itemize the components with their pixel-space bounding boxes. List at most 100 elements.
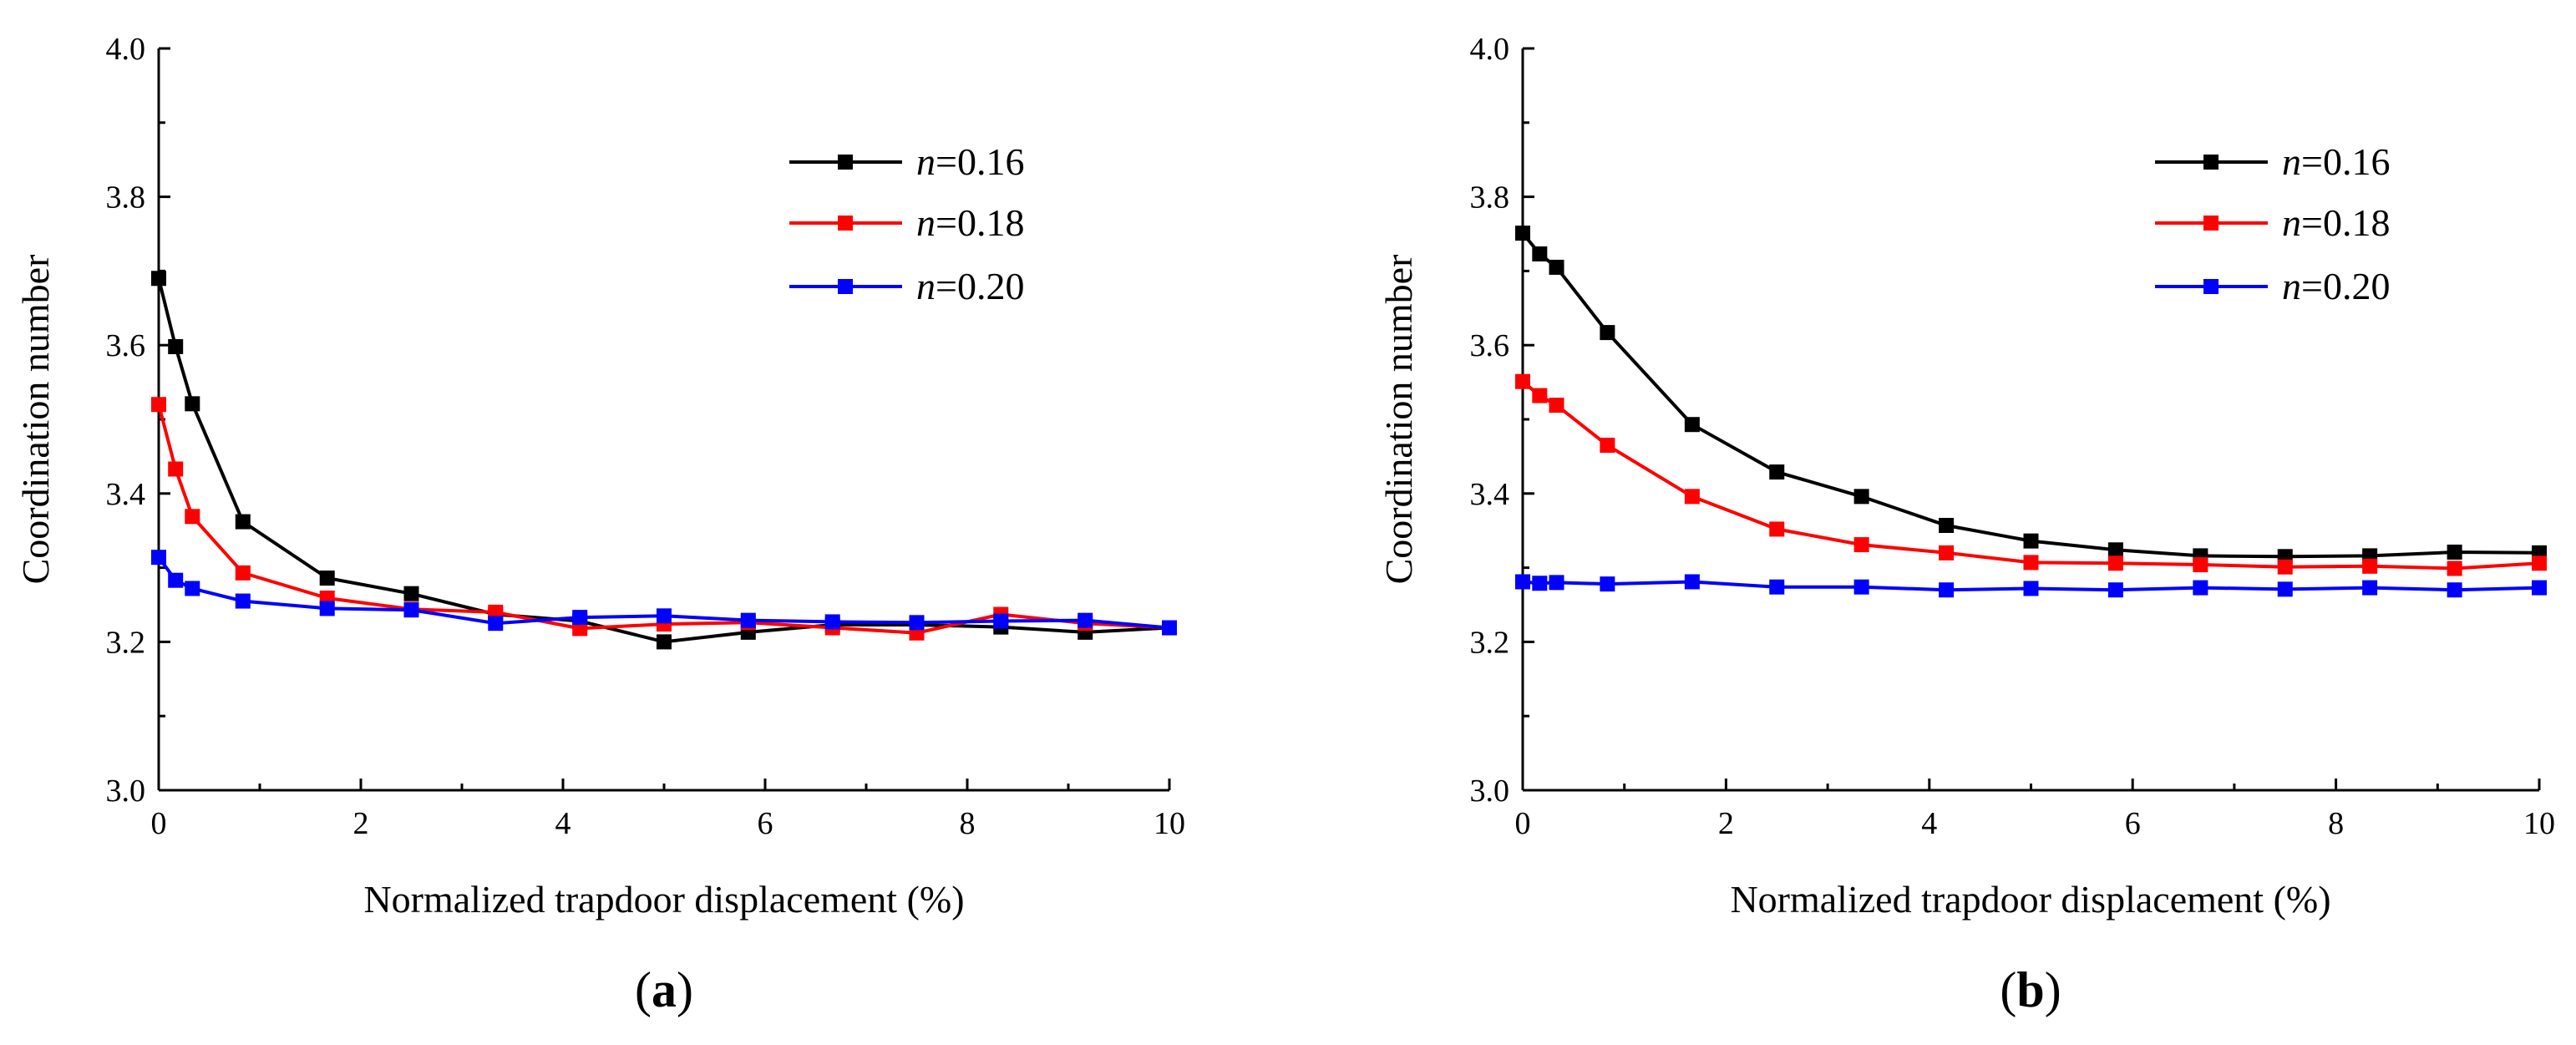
data-point xyxy=(1515,373,1530,389)
y-tick-label: 3.4 xyxy=(1470,477,1510,512)
data-point xyxy=(2277,581,2293,597)
legend-marker xyxy=(838,279,853,294)
legend-label-value: =0.16 xyxy=(936,140,1024,183)
series-0.20 xyxy=(151,550,1177,636)
panel-label: (a) xyxy=(635,962,693,1017)
data-point xyxy=(2447,561,2462,576)
legend-label: n=0.18 xyxy=(2282,201,2390,244)
data-point xyxy=(1853,489,1869,505)
legend-label-value: =0.18 xyxy=(936,201,1024,244)
data-point xyxy=(1515,226,1530,241)
legend-label-variable: n xyxy=(2282,140,2301,183)
legend-label: n=0.16 xyxy=(2282,140,2390,183)
legend-marker xyxy=(2203,216,2219,231)
panel-label-letter: b xyxy=(2016,962,2044,1017)
legend-marker xyxy=(2203,155,2219,170)
data-point xyxy=(1684,574,1700,590)
data-point xyxy=(2447,582,2462,598)
data-point xyxy=(168,572,184,588)
legend-label-value: =0.16 xyxy=(2301,140,2390,183)
data-point xyxy=(1600,438,1615,454)
data-point xyxy=(168,338,184,354)
data-point xyxy=(1853,579,1869,595)
y-tick-label: 3.0 xyxy=(106,774,146,809)
legend-entry: n=0.16 xyxy=(2155,140,2390,183)
data-point xyxy=(403,586,419,601)
panel-label-close: ) xyxy=(2045,962,2061,1017)
data-point xyxy=(657,634,672,650)
x-tick-label: 8 xyxy=(2328,806,2344,841)
y-tick-label: 3.6 xyxy=(106,328,146,363)
legend-entry: n=0.18 xyxy=(789,201,1024,244)
data-point xyxy=(1549,398,1564,413)
data-point xyxy=(168,461,184,477)
x-tick-label: 4 xyxy=(555,806,571,841)
legend-entry: n=0.20 xyxy=(789,265,1024,307)
legend-label-variable: n xyxy=(916,265,936,307)
data-point xyxy=(1769,521,1785,537)
x-tick-label: 2 xyxy=(1718,806,1734,841)
panel-label-open: ( xyxy=(2000,962,2016,1017)
data-point xyxy=(657,608,672,624)
data-point xyxy=(572,610,588,626)
legend-label: n=0.20 xyxy=(916,265,1024,307)
data-point xyxy=(2023,533,2039,549)
series-0.16 xyxy=(1515,226,2547,565)
legend-label-variable: n xyxy=(2282,201,2301,244)
x-axis-title: Normalized trapdoor displacement (%) xyxy=(1730,878,2330,921)
data-point xyxy=(2447,544,2462,560)
data-point xyxy=(824,614,840,630)
y-axis-title: Coordination number xyxy=(14,255,57,585)
data-point xyxy=(1600,325,1615,341)
data-point xyxy=(151,397,166,413)
data-point xyxy=(2023,555,2039,571)
chart-panel-a: 0 2 4 6 8 10 3.0 3.2 3.4 3.6 3.8 4.0 Normalized trap… xyxy=(14,32,1185,1017)
data-point xyxy=(2023,581,2039,596)
data-point xyxy=(1769,464,1785,480)
data-point xyxy=(909,615,925,631)
chart-panel-b: 0 2 4 6 8 10 3.0 3.2 3.4 3.6 3.8 4.0 Normalized trap… xyxy=(1377,32,2555,1017)
data-point xyxy=(1549,575,1564,591)
legend-marker xyxy=(838,155,853,170)
panel-label: (b) xyxy=(2000,962,2061,1017)
x-tick-label: 4 xyxy=(1921,806,1937,841)
data-point xyxy=(2107,582,2123,598)
x-tick-label: 2 xyxy=(353,806,369,841)
data-point xyxy=(185,509,200,525)
data-point xyxy=(1532,246,1548,261)
y-tick-label: 3.2 xyxy=(106,625,146,660)
legend-label-value: =0.20 xyxy=(2301,265,2390,307)
data-point xyxy=(2193,557,2208,573)
data-point xyxy=(1853,537,1869,553)
data-point xyxy=(1769,579,1785,595)
data-point xyxy=(1162,620,1177,636)
y-tick-label: 3.6 xyxy=(1470,328,1510,363)
data-point xyxy=(2107,555,2123,571)
data-point xyxy=(1532,576,1548,591)
data-point xyxy=(2193,580,2208,596)
data-point xyxy=(2532,555,2547,571)
data-point xyxy=(2362,580,2378,596)
x-tick-label: 6 xyxy=(758,806,773,841)
data-point xyxy=(151,550,166,566)
legend-label: n=0.18 xyxy=(916,201,1024,244)
data-point xyxy=(1684,417,1700,433)
data-point xyxy=(1549,259,1564,275)
y-tick-label: 3.0 xyxy=(1470,774,1510,809)
legend-label-variable: n xyxy=(916,140,936,183)
data-point xyxy=(2362,558,2378,574)
y-tick-label: 4.0 xyxy=(1470,32,1510,67)
data-point xyxy=(185,396,200,412)
data-point xyxy=(151,271,166,287)
y-axis-title: Coordination number xyxy=(1377,255,1420,585)
series-line xyxy=(157,277,1170,644)
series-0.18 xyxy=(1515,373,2547,576)
data-point xyxy=(1600,576,1615,592)
legend-label-value: =0.20 xyxy=(936,265,1024,307)
legend-marker xyxy=(2203,279,2219,294)
legend-entry: n=0.20 xyxy=(2155,265,2390,307)
data-point xyxy=(185,581,200,596)
data-point xyxy=(235,514,251,530)
data-point xyxy=(1684,489,1700,505)
